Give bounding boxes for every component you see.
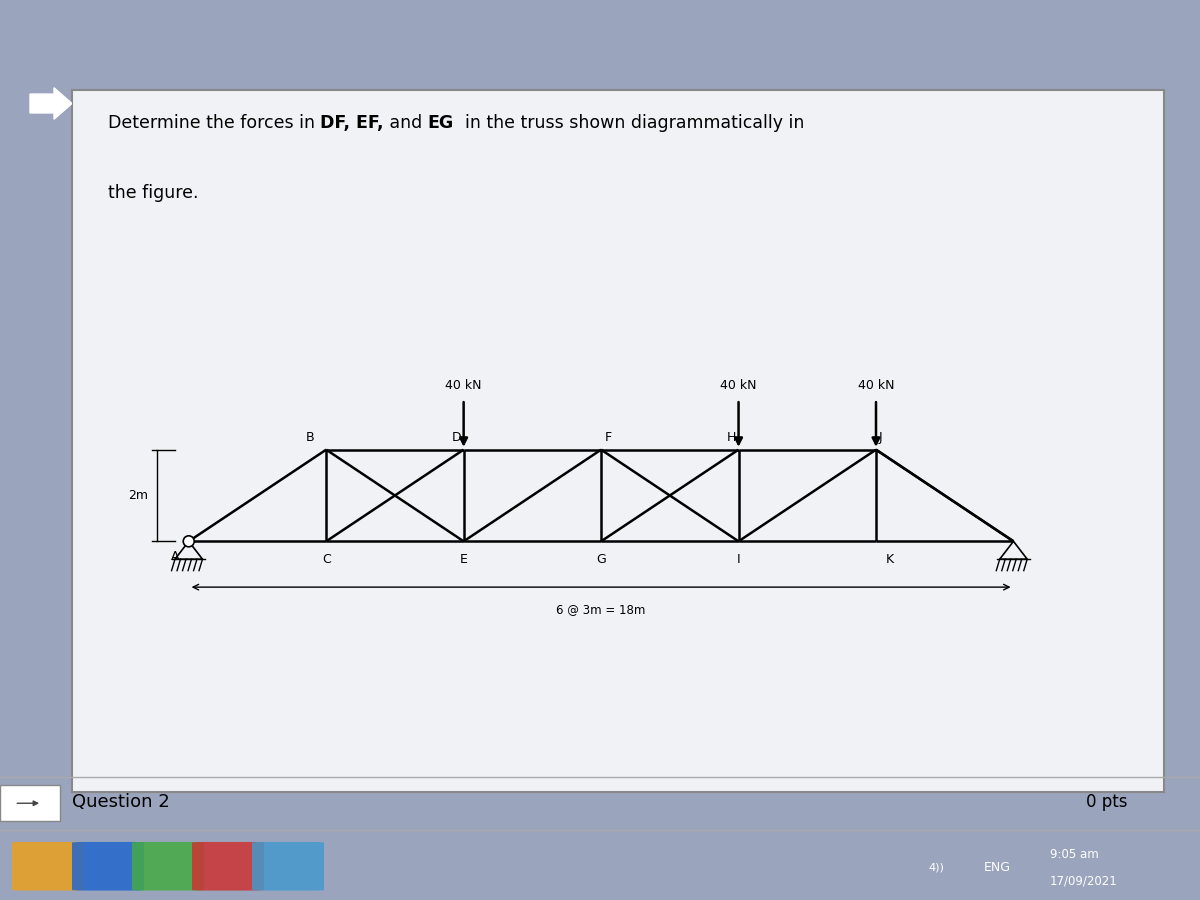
Text: and: and — [384, 114, 427, 132]
Text: J: J — [878, 431, 882, 445]
Text: EG: EG — [427, 114, 454, 132]
Text: in the truss shown diagrammatically in: in the truss shown diagrammatically in — [454, 114, 804, 132]
Text: E: E — [460, 553, 468, 566]
Text: K: K — [886, 553, 894, 566]
Text: 9:05 am: 9:05 am — [1050, 848, 1099, 860]
Text: 6 @ 3m = 18m: 6 @ 3m = 18m — [557, 603, 646, 616]
Text: 2m: 2m — [128, 489, 149, 502]
Text: B: B — [306, 431, 314, 445]
Text: G: G — [596, 553, 606, 566]
FancyBboxPatch shape — [72, 842, 144, 891]
Text: H: H — [727, 431, 737, 445]
Text: Question 2: Question 2 — [72, 793, 169, 811]
Text: 40 kN: 40 kN — [720, 380, 757, 392]
Text: C: C — [322, 553, 330, 566]
Text: D: D — [452, 431, 462, 445]
Text: the figure.: the figure. — [108, 184, 198, 202]
Text: ENG: ENG — [984, 861, 1010, 874]
Text: A: A — [170, 550, 179, 562]
Text: 17/09/2021: 17/09/2021 — [1050, 875, 1117, 887]
Text: F: F — [605, 431, 612, 445]
FancyBboxPatch shape — [72, 90, 1164, 792]
Text: 40 kN: 40 kN — [445, 380, 482, 392]
FancyBboxPatch shape — [12, 842, 84, 891]
Circle shape — [184, 536, 194, 547]
FancyBboxPatch shape — [0, 785, 60, 822]
Text: DF, EF,: DF, EF, — [320, 114, 384, 132]
FancyArrow shape — [30, 88, 72, 119]
Text: 0 pts: 0 pts — [1086, 793, 1128, 811]
Text: 4)): 4)) — [928, 862, 944, 873]
FancyBboxPatch shape — [192, 842, 264, 891]
Text: I: I — [737, 553, 740, 566]
FancyBboxPatch shape — [132, 842, 204, 891]
FancyBboxPatch shape — [252, 842, 324, 891]
Text: Determine the forces in: Determine the forces in — [108, 114, 320, 132]
Text: 40 kN: 40 kN — [858, 380, 894, 392]
